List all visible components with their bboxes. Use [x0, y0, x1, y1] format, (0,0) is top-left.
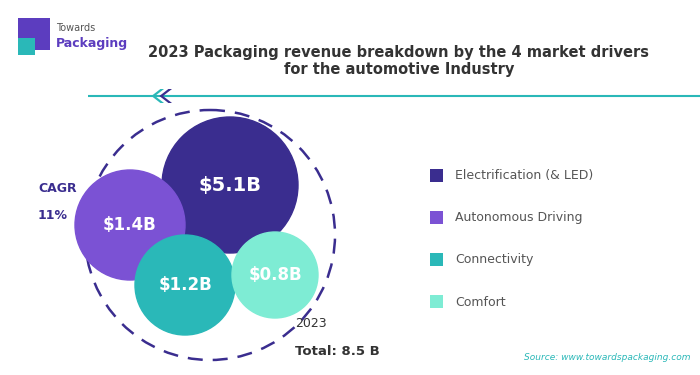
Circle shape — [75, 170, 185, 280]
Text: Packaging: Packaging — [56, 38, 128, 51]
Text: Source: www.towardspackaging.com: Source: www.towardspackaging.com — [524, 353, 690, 362]
Circle shape — [135, 235, 235, 335]
Text: $1.4B: $1.4B — [103, 216, 157, 234]
FancyBboxPatch shape — [18, 38, 35, 55]
Text: $5.1B: $5.1B — [199, 176, 262, 195]
FancyBboxPatch shape — [430, 252, 443, 266]
Circle shape — [232, 232, 318, 318]
Text: 2023 Packaging revenue breakdown by the 4 market drivers
for the automotive Indu: 2023 Packaging revenue breakdown by the … — [148, 45, 650, 77]
Text: Towards: Towards — [56, 23, 95, 33]
Text: $1.2B: $1.2B — [158, 276, 212, 294]
FancyBboxPatch shape — [430, 168, 443, 182]
Text: 2023: 2023 — [295, 317, 327, 330]
Text: $0.8B: $0.8B — [248, 266, 302, 284]
Text: Autonomous Driving: Autonomous Driving — [455, 211, 582, 225]
Polygon shape — [151, 89, 164, 103]
Polygon shape — [160, 89, 172, 103]
Text: Comfort: Comfort — [455, 296, 505, 309]
Text: CAGR: CAGR — [38, 182, 76, 195]
Circle shape — [162, 117, 298, 253]
Text: Connectivity: Connectivity — [455, 254, 533, 267]
Text: Total: 8.5 B: Total: 8.5 B — [295, 345, 379, 358]
FancyBboxPatch shape — [430, 210, 443, 224]
FancyBboxPatch shape — [430, 294, 443, 307]
Text: 11%: 11% — [38, 209, 68, 222]
FancyBboxPatch shape — [18, 18, 50, 50]
Text: Electrification (& LED): Electrification (& LED) — [455, 170, 594, 183]
